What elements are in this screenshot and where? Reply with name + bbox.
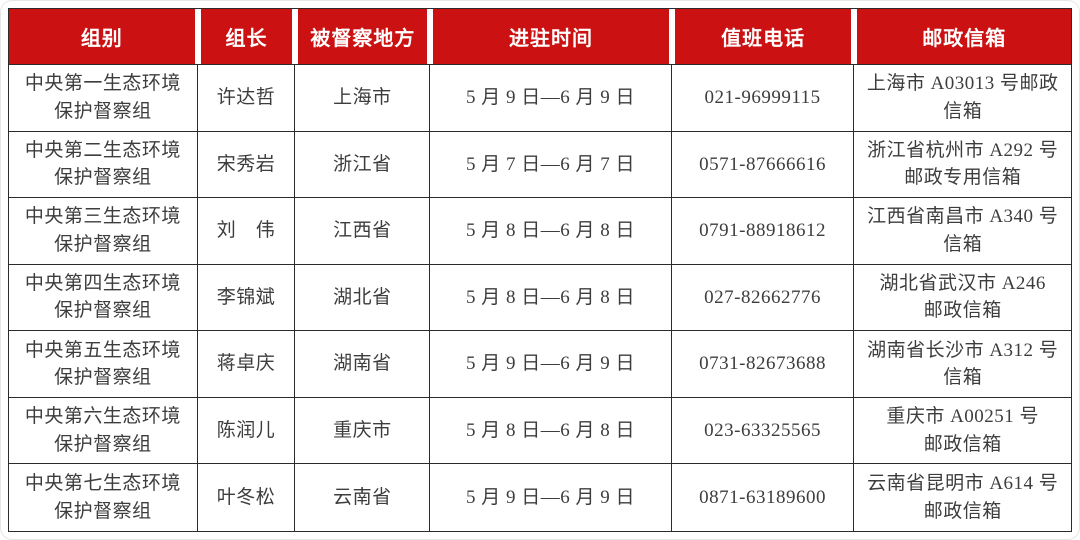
cell-period: 5 月 7 日—6 月 7 日 xyxy=(430,131,672,199)
cell-region: 云南省 xyxy=(295,464,431,531)
cell-group: 中央第五生态环境 保护督察组 xyxy=(9,331,198,398)
cell-mailbox: 浙江省杭州市 A292 号 邮政专用信箱 xyxy=(854,132,1071,199)
cell-leader: 蒋卓庆 xyxy=(197,331,296,398)
cell-period: 5 月 8 日—6 月 8 日 xyxy=(430,264,672,332)
cell-group: 中央第七生态环境 保护督察组 xyxy=(9,464,198,531)
cell-group: 中央第二生态环境 保护督察组 xyxy=(9,131,198,199)
cell-region: 江西省 xyxy=(295,198,431,265)
cell-group: 中央第六生态环境 保护督察组 xyxy=(9,397,198,465)
cell-group: 中央第三生态环境 保护督察组 xyxy=(9,198,198,265)
cell-region: 重庆市 xyxy=(295,397,431,465)
cell-leader: 许达哲 xyxy=(197,65,296,132)
cell-group: 中央第一生态环境 保护督察组 xyxy=(9,65,198,132)
header-group: 组别 xyxy=(9,9,195,64)
cell-mailbox: 重庆市 A00251 号 邮政信箱 xyxy=(854,398,1071,465)
header-phone: 值班电话 xyxy=(674,9,852,64)
header-mailbox: 邮政信箱 xyxy=(857,9,1071,64)
cell-phone: 027-82662776 xyxy=(671,264,855,332)
cell-phone: 023-63325565 xyxy=(671,397,855,465)
table-body: 中央第一生态环境 保护督察组 许达哲 上海市 5 月 9 日—6 月 9 日 0… xyxy=(9,65,1071,531)
cell-group: 中央第四生态环境 保护督察组 xyxy=(9,264,198,332)
cell-leader: 叶冬松 xyxy=(198,464,296,531)
cell-phone: 0871-63189600 xyxy=(672,464,855,531)
table-header-row: 组别 组长 被督察地方 进驻时间 值班电话 邮政信箱 xyxy=(9,9,1071,65)
cell-mailbox: 湖南省长沙市 A312 号 信箱 xyxy=(854,331,1071,398)
header-region: 被督察地方 xyxy=(298,9,428,64)
cell-period: 5 月 9 日—6 月 9 日 xyxy=(430,464,672,531)
cell-period: 5 月 9 日—6 月 9 日 xyxy=(430,65,672,132)
cell-phone: 0791-88918612 xyxy=(671,198,855,265)
cell-region: 湖南省 xyxy=(295,331,431,398)
cell-mailbox: 湖北省武汉市 A246 邮政信箱 xyxy=(854,265,1071,332)
cell-region: 湖北省 xyxy=(295,264,431,332)
cell-leader: 李锦斌 xyxy=(197,264,296,332)
cell-leader: 陈润儿 xyxy=(197,397,296,465)
cell-phone: 021-96999115 xyxy=(671,65,855,132)
cell-period: 5 月 9 日—6 月 9 日 xyxy=(430,331,672,398)
header-leader: 组长 xyxy=(200,9,293,64)
cell-period: 5 月 8 日—6 月 8 日 xyxy=(430,198,672,265)
cell-phone: 0571-87666616 xyxy=(671,131,855,199)
cell-leader: 宋秀岩 xyxy=(197,131,296,199)
cell-leader: 刘 伟 xyxy=(197,198,296,265)
cell-mailbox: 江西省南昌市 A340 号 信箱 xyxy=(854,198,1071,265)
cell-period: 5 月 8 日—6 月 8 日 xyxy=(430,397,672,465)
inspection-groups-table: 组别 组长 被督察地方 进驻时间 值班电话 邮政信箱 中央第一生态环境 保护督察… xyxy=(8,8,1072,532)
header-period: 进驻时间 xyxy=(433,9,669,64)
cell-phone: 0731-82673688 xyxy=(671,331,855,398)
cell-mailbox: 云南省昆明市 A614 号 邮政信箱 xyxy=(867,473,1059,522)
cell-region: 上海市 xyxy=(295,65,431,132)
cell-mailbox: 上海市 A03013 号邮政 信箱 xyxy=(854,65,1071,132)
cell-region: 浙江省 xyxy=(295,131,431,199)
